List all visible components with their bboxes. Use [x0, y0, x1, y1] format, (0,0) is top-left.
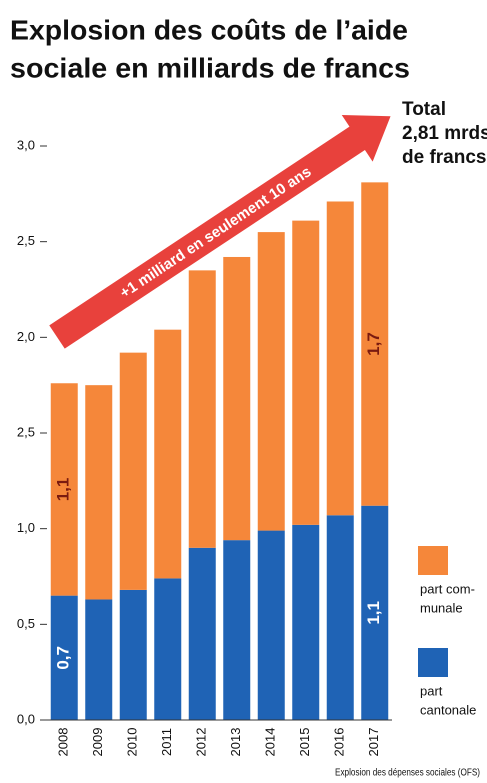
bar-segment — [188, 547, 216, 720]
x-tick-label: 2008 — [56, 728, 71, 757]
value-label: 0,7 — [54, 646, 73, 670]
bar-segment — [361, 505, 389, 720]
bar-segment — [154, 578, 182, 720]
bar-segment — [292, 524, 320, 720]
bar-segment — [257, 232, 285, 531]
bar-segment — [188, 270, 216, 548]
bar-segment — [154, 329, 182, 579]
y-tick-label: 0,5 — [17, 616, 35, 631]
x-tick-label: 2015 — [297, 728, 312, 757]
y-tick-label: 2,5 — [17, 424, 35, 439]
value-label: 1,1 — [54, 478, 73, 502]
bar-segment — [326, 515, 354, 720]
y-tick-label: 0,0 — [17, 711, 35, 726]
legend-swatch — [418, 546, 448, 575]
x-tick-label: 2016 — [332, 728, 347, 757]
bar-segment — [223, 540, 251, 720]
total-annotation: Total — [402, 99, 446, 120]
legend-label: part com- — [420, 581, 475, 596]
value-label: 1,7 — [364, 332, 383, 356]
chart-title: Explosion des coûts de l’aide — [10, 14, 408, 45]
legend-label: part — [420, 683, 443, 698]
bar-segment — [85, 385, 113, 600]
x-tick-label: 2014 — [263, 728, 278, 757]
x-tick-label: 2013 — [228, 728, 243, 757]
legend-label: munale — [420, 600, 463, 615]
bar-segment — [223, 256, 251, 541]
legend-label: cantonale — [420, 702, 476, 717]
bar-segment — [292, 220, 320, 525]
bar-segment — [119, 589, 147, 720]
x-tick-label: 2009 — [90, 728, 105, 757]
y-tick-label: 3,0 — [17, 137, 35, 152]
legend-swatch — [418, 648, 448, 677]
source: Explosion des dépenses sociales (OFS) — [335, 768, 480, 779]
bar-segment — [50, 383, 78, 596]
x-tick-label: 2012 — [194, 728, 209, 757]
bar-segment — [257, 530, 285, 720]
x-tick-label: 2017 — [366, 728, 381, 757]
total-annotation: 2,81 mrds — [402, 123, 487, 144]
bar-segment — [326, 201, 354, 516]
value-label: 1,1 — [364, 601, 383, 625]
bar-segment — [85, 599, 113, 720]
bar-segment — [361, 182, 389, 506]
bar-segment — [50, 595, 78, 720]
total-annotation: de francs — [402, 147, 486, 168]
y-tick-label: 2,0 — [17, 329, 35, 344]
bar-segment — [119, 352, 147, 590]
x-tick-label: 2011 — [159, 728, 174, 756]
y-tick-label: 2,5 — [17, 233, 35, 248]
arrow-shape — [49, 114, 391, 349]
x-tick-label: 2010 — [125, 728, 140, 757]
chart-title: sociale en milliards de francs — [10, 52, 410, 83]
y-tick-label: 1,0 — [17, 520, 35, 535]
plot-area: 0,7 1,1 1,1 1,7 — [50, 182, 389, 720]
